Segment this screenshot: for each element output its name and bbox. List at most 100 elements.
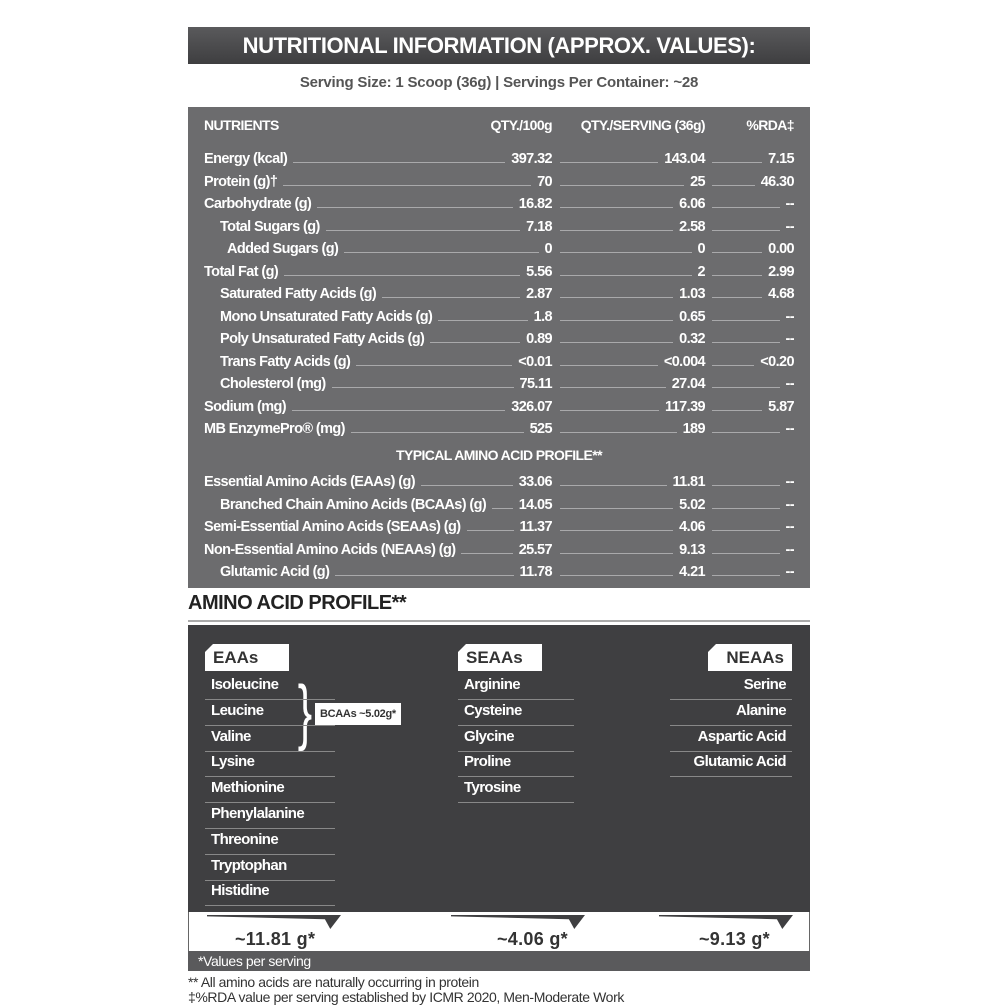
flag-shape [659, 915, 793, 929]
rda-value: -- [785, 421, 795, 437]
nutrient-cell: Carbohydrate (g) 16.82 [204, 196, 553, 212]
leader-line [438, 319, 528, 321]
neaas-total: ~9.13 g* [699, 929, 770, 949]
rda-value: -- [785, 196, 795, 212]
serving-cell: 27.04 [560, 376, 706, 392]
nutrient-cell: Total Fat (g) 5.56 [204, 263, 553, 280]
nutrient-cell: Trans Fatty Acids (g) <0.01 [204, 353, 553, 370]
rda-cell: -- [712, 497, 795, 513]
footnote: ‡%RDA value per serving established by I… [188, 989, 624, 1005]
serving-value: 117.39 [665, 398, 706, 415]
eaas-item: Lysine [205, 751, 335, 778]
per100-value: <0.01 [518, 353, 552, 370]
rda-value: -- [785, 474, 795, 490]
header-serving: QTY./SERVING (36g) [580, 117, 706, 133]
rda-cell: -- [712, 219, 795, 235]
rda-value: -- [785, 564, 795, 580]
rda-cell: -- [712, 309, 795, 325]
header-rda: %RDA‡ [746, 117, 794, 133]
rda-value: 4.68 [768, 286, 794, 302]
serving-cell: 0 [560, 241, 706, 257]
table-row: Energy (kcal) 397.32 143.04 7.15 [204, 145, 795, 167]
eaas-item: Threonine [205, 829, 335, 855]
leader-line [560, 552, 674, 554]
serving-cell: 2 [560, 263, 706, 280]
eaas-item: Valine [205, 726, 335, 752]
rda-cell: 4.68 [712, 286, 795, 302]
nutrient-cell: Semi-Essential Amino Acids (SEAAs) (g) 11… [204, 519, 553, 535]
table-row: MB EnzymePro® (mg) 525 189 -- [204, 415, 795, 437]
leader-line [712, 485, 780, 486]
per100-value: 11.37 [519, 519, 553, 535]
per100-value: 5.56 [526, 263, 552, 280]
leader-line [560, 207, 674, 208]
leader-line [283, 184, 532, 186]
leader-line [461, 552, 513, 554]
serving-value: 2.58 [679, 218, 705, 235]
leader-line [292, 409, 506, 411]
serving-value: 2 [697, 263, 706, 280]
nutrient-label: Added Sugars (g) [227, 241, 339, 257]
nutrient-label: Mono Unsaturated Fatty Acids (g) [220, 308, 433, 325]
per100-value: 2.87 [526, 286, 552, 302]
nutrient-label: Energy (kcal) [204, 151, 288, 167]
nutrient-cell: Poly Unsaturated Fatty Acids (g) 0.89 [204, 331, 553, 347]
leader-line [356, 364, 513, 366]
nutrient-cell: Essential Amino Acids (EAAs) (g) 33.06 [204, 474, 553, 490]
per100-value: 0.89 [526, 331, 552, 347]
leader-line [560, 387, 666, 388]
nutrient-cell: Mono Unsaturated Fatty Acids (g) 1.8 [204, 308, 553, 325]
eaas-item: Phenylalanine [205, 803, 335, 829]
leader-line [712, 252, 763, 253]
nutrient-cell: Added Sugars (g) 0 [204, 241, 553, 257]
leader-line [712, 342, 780, 343]
page-title: NUTRITIONAL INFORMATION (APPROX. VALUES)… [188, 27, 810, 64]
table-row: Total Fat (g) 5.56 2 2.99 [204, 258, 795, 280]
nutrient-label: Branched Chain Amino Acids (BCAAs) (g) [220, 496, 487, 513]
leader-line [293, 162, 506, 163]
serving-cell: 117.39 [560, 398, 706, 415]
leader-line [712, 229, 780, 231]
serving-value: 143.04 [664, 151, 705, 167]
leader-line [712, 530, 780, 531]
serving-cell: <0.004 [560, 354, 706, 370]
rda-value: -- [785, 541, 795, 558]
leader-line [712, 575, 780, 576]
nutrient-label: Non-Essential Amino Acids (NEAAs) (g) [204, 541, 456, 558]
leader-line [420, 485, 513, 486]
leader-line [560, 530, 674, 531]
table-row: Total Sugars (g) 7.18 2.58 -- [204, 213, 795, 235]
serving-cell: 189 [560, 421, 706, 437]
nutrient-label: Essential Amino Acids (EAAs) (g) [204, 474, 416, 490]
leader-line [382, 297, 521, 298]
table-row: Glutamic Acid (g) 11.78 4.21 -- [204, 558, 795, 580]
leader-line [560, 507, 674, 509]
nutrient-label: Poly Unsaturated Fatty Acids (g) [220, 331, 425, 347]
rda-value: <0.20 [760, 353, 794, 370]
serving-value: 6.06 [679, 196, 705, 212]
rda-value: -- [785, 519, 795, 535]
serving-cell: 2.58 [560, 218, 706, 235]
nutrient-label: Sodium (mg) [204, 398, 287, 415]
per100-value: 525 [529, 421, 553, 437]
serving-cell: 0.32 [560, 331, 706, 347]
eaas-item: Tryptophan [205, 855, 335, 881]
leader-line [712, 507, 780, 509]
nutrient-label: MB EnzymePro® (mg) [204, 421, 345, 437]
neaas-item: Glutamic Acid [670, 751, 792, 778]
seaas-item: Cysteine [458, 700, 574, 726]
header-per100: QTY./100g [490, 117, 552, 133]
rda-cell: -- [712, 474, 795, 490]
leader-line [712, 297, 763, 298]
leader-line [560, 274, 692, 276]
brace-icon: } [297, 672, 313, 752]
leader-line [712, 184, 755, 186]
rda-cell: -- [712, 376, 795, 392]
footnote: ** All amino acids are naturally occurri… [188, 974, 479, 990]
rda-value: -- [785, 376, 795, 392]
rda-cell: -- [712, 541, 795, 558]
table-row: Essential Amino Acids (EAAs) (g) 33.06 11.… [204, 468, 795, 490]
table-row: Trans Fatty Acids (g) <0.01 <0.004 <0.20 [204, 348, 795, 370]
flag-shape [207, 915, 341, 929]
serving-cell: 4.06 [560, 519, 706, 535]
